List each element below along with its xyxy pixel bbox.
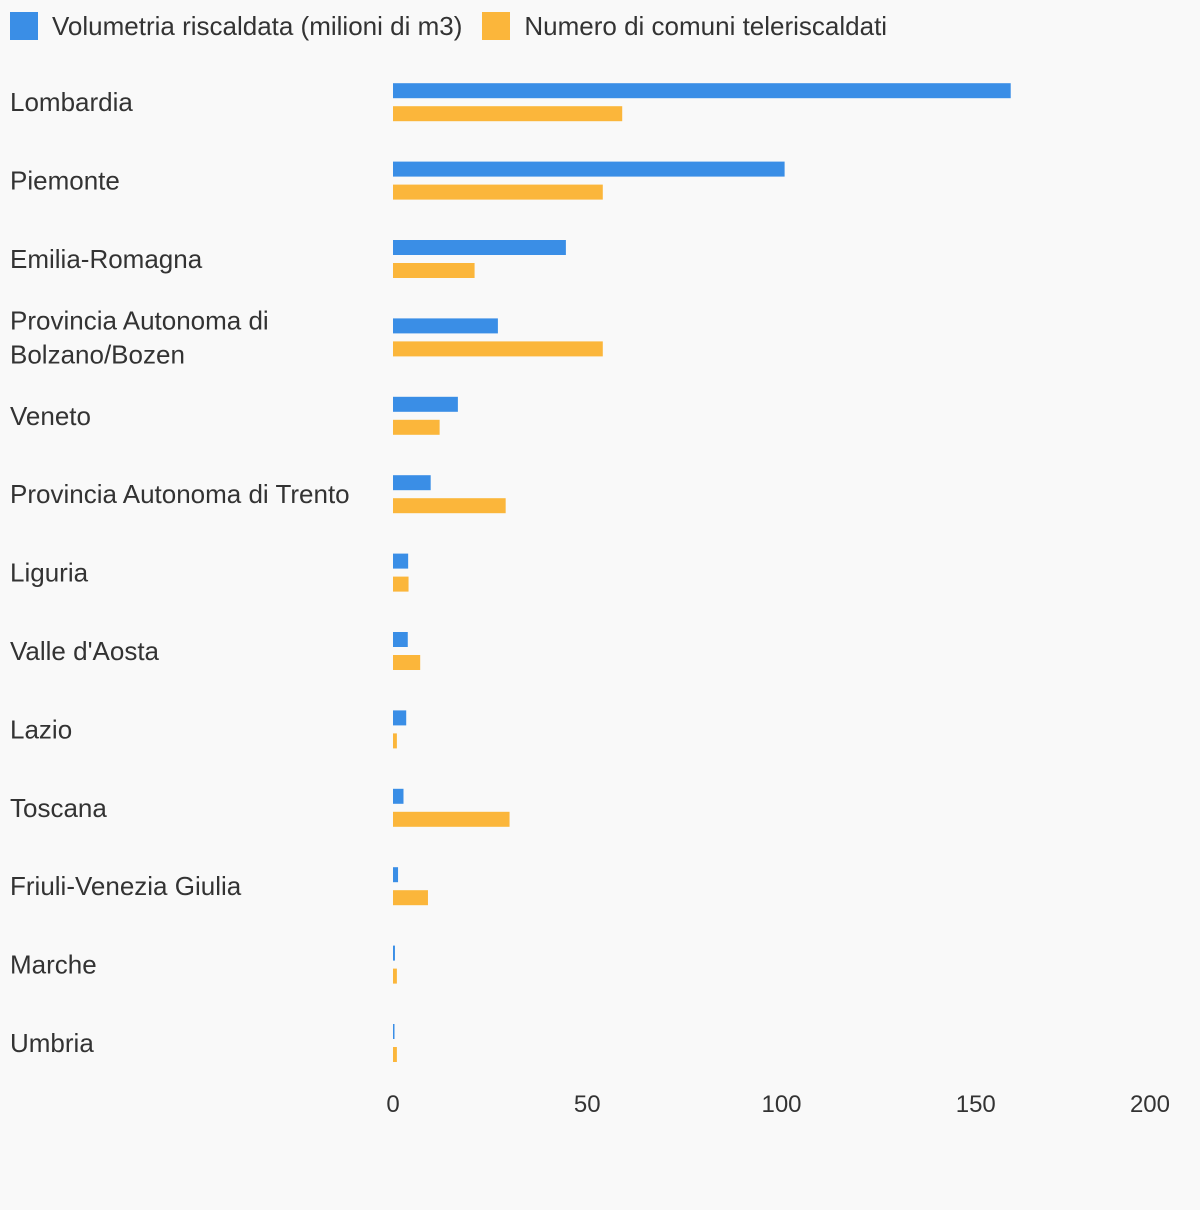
legend-swatch-volumetria [10,12,38,40]
legend-swatch-comuni [482,12,511,40]
bar-volumetria-provincia-autonoma-di-trento[interactable] [393,475,431,491]
legend-item-comuni[interactable]: Numero di comuni teleriscaldati [482,11,887,42]
bar-comuni-provincia-autonoma-di-bolzano-bozen[interactable] [393,341,603,357]
category-label-valle-d-aosta: Valle d'Aosta [10,636,160,666]
category-label-marche: Marche [10,950,97,980]
bar-comuni-veneto[interactable] [393,419,440,435]
bar-comuni-friuli-venezia-giulia[interactable] [393,890,428,906]
bar-comuni-toscana[interactable] [393,811,510,827]
bar-comuni-piemonte[interactable] [393,184,603,200]
legend-item-volumetria[interactable]: Volumetria riscaldata (milioni di m3) [10,11,462,42]
bar-volumetria-piemonte[interactable] [393,161,785,177]
bar-comuni-liguria[interactable] [393,576,409,592]
bar-volumetria-lombardia[interactable] [393,83,1011,99]
bar-volumetria-friuli-venezia-giulia[interactable] [393,867,399,883]
bar-comuni-marche[interactable] [393,968,397,984]
bar-volumetria-toscana[interactable] [393,788,404,804]
bar-comuni-umbria[interactable] [393,1047,397,1062]
legend-label-volumetria: Volumetria riscaldata (milioni di m3) [52,10,463,41]
bar-volumetria-provincia-autonoma-di-bolzano-bozen[interactable] [393,318,498,334]
x-tick-label-100: 100 [761,1091,801,1118]
legend-label-comuni: Numero di comuni teleriscaldati [524,10,888,41]
bar-volumetria-lazio[interactable] [393,710,407,726]
chart-legend: Volumetria riscaldata (milioni di m3) Nu… [10,8,907,44]
category-label-piemonte: Piemonte [10,166,120,196]
category-label-friuli-venezia-giulia: Friuli-Venezia Giulia [10,871,242,901]
category-label-umbria: Umbria [10,1028,94,1058]
bar-volumetria-emilia-romagna[interactable] [393,240,566,255]
category-label-veneto: Veneto [10,401,91,431]
x-tick-label-50: 50 [574,1091,601,1118]
bar-volumetria-veneto[interactable] [393,396,458,412]
category-label-provincia-autonoma-di-bolzano-bozen: Provincia Autonoma di Bolzano/Bozen [10,305,269,369]
bar-comuni-lazio[interactable] [393,733,397,749]
x-tick-label-150: 150 [956,1091,996,1118]
category-label-provincia-autonoma-di-trento: Provincia Autonoma di Trento [10,479,350,509]
category-label-toscana: Toscana [10,793,107,823]
category-label-lombardia: Lombardia [10,87,133,117]
bar-volumetria-umbria[interactable] [393,1024,395,1039]
x-tick-label-200: 200 [1130,1091,1170,1118]
bar-volumetria-valle-d-aosta[interactable] [393,632,408,647]
bar-comuni-lombardia[interactable] [393,106,623,122]
bar-comuni-emilia-romagna[interactable] [393,263,475,278]
x-tick-label-0: 0 [386,1091,399,1118]
bar-comuni-provincia-autonoma-di-trento[interactable] [393,498,506,514]
category-label-lazio: Lazio [10,714,72,744]
bar-volumetria-marche[interactable] [393,945,395,961]
category-label-emilia-romagna: Emilia-Romagna [10,244,203,274]
category-label-liguria: Liguria [10,558,89,588]
bar-volumetria-liguria[interactable] [393,553,409,569]
bar-comuni-valle-d-aosta[interactable] [393,655,421,670]
